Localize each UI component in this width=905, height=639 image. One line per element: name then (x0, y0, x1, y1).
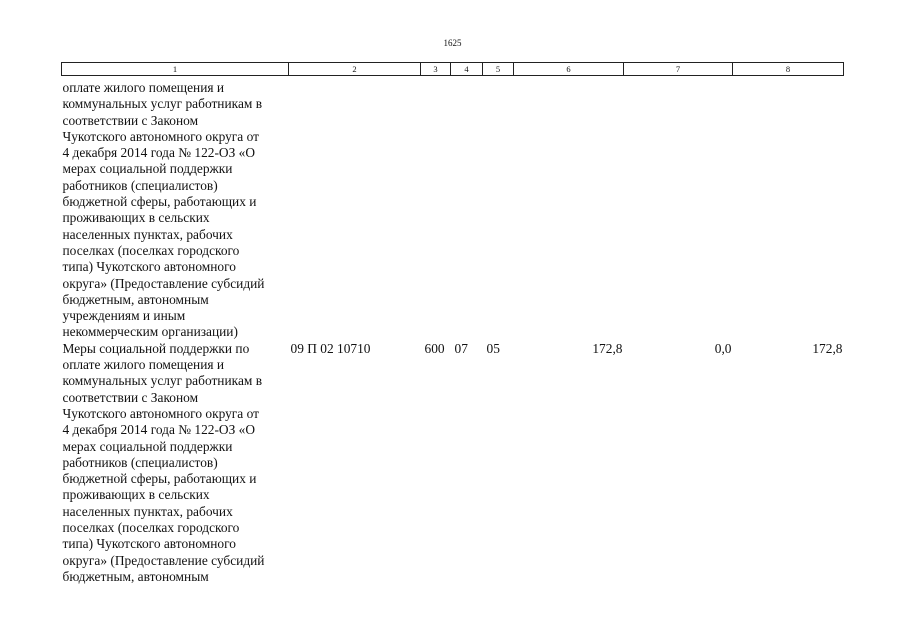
column-number: 2 (288, 62, 421, 76)
description-line: бюджетным, автономным (62, 568, 209, 584)
table-cell (289, 76, 421, 341)
description-line: типа) Чукотского автономного (62, 536, 236, 552)
description-line: учреждениям и иным (62, 308, 186, 324)
column-number: 3 (420, 62, 451, 76)
description-line: работников (специалистов) (62, 177, 218, 193)
table-body: оплате жилого помещения и коммунальных ус… (62, 76, 844, 586)
description-line: работников (специалистов) (62, 454, 218, 470)
table-cell: 09 П 02 10710 (290, 340, 371, 356)
description-line: бюджетной сферы, работающих и (62, 194, 257, 210)
table-cell (733, 76, 844, 341)
description-line: оплате жилого помещения и (62, 357, 225, 373)
column-number: 4 (450, 62, 483, 76)
page-number: 1625 (443, 38, 462, 48)
description-line: проживающих в сельских (62, 210, 210, 226)
table-cell: 172,8 (592, 340, 623, 356)
table-cell: 172,8 (812, 340, 843, 356)
table-cell (514, 76, 624, 341)
table-cell (421, 76, 451, 341)
description-line: округа» (Предоставление субсидий (62, 275, 265, 291)
table-cell: 07 (454, 340, 468, 356)
description-line: населенных пунктах, рабочих (62, 226, 233, 242)
description-line: соответствии с Законом (62, 112, 199, 128)
description-line: поселках (поселках городского (62, 242, 240, 258)
column-number: 5 (482, 62, 514, 76)
table-cell (624, 76, 733, 341)
description-line: Чукотского автономного округа от (62, 128, 259, 144)
description-line: округа» (Предоставление субсидий (62, 552, 265, 568)
description-line: мерах социальной поддержки (62, 438, 233, 454)
table-cell (451, 76, 483, 341)
column-number: 6 (513, 62, 624, 76)
table-cell (483, 76, 514, 341)
description-line: некоммерческим организации) (62, 324, 238, 340)
description-line: 4 декабря 2014 года № 122-ОЗ «О (62, 422, 256, 438)
description-line: 4 декабря 2014 года № 122-ОЗ «О (62, 145, 256, 161)
description-line: мерах социальной поддержки (62, 161, 233, 177)
description-line: коммунальных услуг работникам в (62, 96, 263, 112)
description-line: типа) Чукотского автономного (62, 259, 236, 275)
description-line: бюджетным, автономным (62, 291, 209, 307)
column-number: 8 (732, 62, 844, 76)
table-row: оплате жилого помещения и коммунальных ус… (62, 76, 844, 341)
description-line: бюджетной сферы, работающих и (62, 471, 257, 487)
column-number: 7 (623, 62, 733, 76)
table-row: Меры социальной поддержки по оплате жилог… (62, 341, 844, 585)
table-cell: 600 (424, 340, 445, 356)
description-line: коммунальных услуг работникам в (62, 373, 263, 389)
description-line: поселках (поселках городского (62, 520, 240, 536)
description-line: Чукотского автономного округа от (62, 405, 259, 421)
description-cell: Меры социальной поддержки по оплате жилог… (62, 341, 289, 585)
table-cell: 05 (486, 340, 500, 356)
description-line: проживающих в сельских (62, 487, 210, 503)
description-line: населенных пунктах, рабочих (62, 503, 233, 519)
description-line: соответствии с Законом (62, 389, 199, 405)
description-line: Меры социальной поддержки по (62, 340, 250, 356)
column-number: 1 (61, 62, 289, 76)
description-line: оплате жилого помещения и (62, 80, 225, 95)
description-cell: оплате жилого помещения и коммунальных ус… (62, 76, 289, 341)
table-cell: 0,0 (714, 340, 732, 356)
